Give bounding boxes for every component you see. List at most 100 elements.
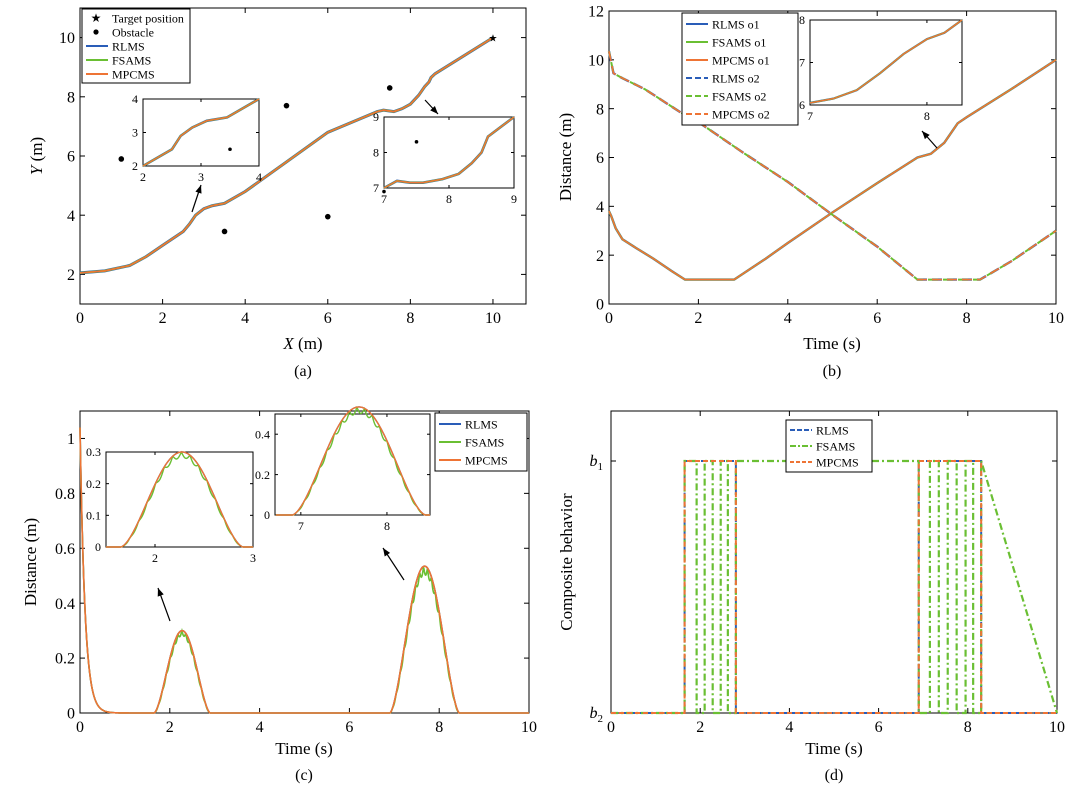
a-inset-ytick-label: 2 [132, 159, 138, 173]
b-series-mpcms-o2 [608, 51, 1057, 281]
a-legend-label: Target position [112, 11, 184, 25]
a-inset-xtick-label: 3 [198, 170, 204, 184]
c-inset-ytick-label: 0 [264, 508, 270, 522]
b-xtick-label: 8 [963, 310, 971, 327]
ylabel-b: Distance (m) [556, 113, 575, 201]
a-inset-obstacle-point [228, 147, 232, 152]
c-inset-series-mpcms [275, 406, 430, 516]
d-ytick-label: b1 [590, 453, 604, 473]
caption-d: (d) [825, 767, 844, 784]
c-legend-label: RLMS [465, 417, 498, 431]
c-inset-xtick-label: 8 [384, 519, 390, 533]
b-inset-ytick-label: 8 [799, 13, 805, 27]
a-obstacle-point [386, 85, 393, 91]
c-ytick-label: 0.2 [55, 651, 75, 668]
a-xtick-label: 4 [241, 310, 249, 327]
c-inset-xtick-label: 3 [250, 551, 256, 565]
c-xtick-label: 10 [521, 719, 537, 736]
c-inset-xtick-label: 2 [152, 551, 158, 565]
b-arrow-head [922, 131, 930, 140]
xlabel-a: X (m) [282, 334, 322, 353]
a-arrow-2-head [430, 105, 438, 114]
ylabel-a: Y (m) [27, 137, 46, 175]
a-series-mpcms [79, 36, 494, 274]
b-inset-xtick-label: 7 [807, 109, 813, 123]
b-xtick-label: 0 [605, 310, 613, 327]
b-ytick-label: 10 [588, 52, 604, 69]
c-inset-ytick-label: 0.3 [86, 445, 101, 459]
c-inset-series-mpcms [106, 451, 253, 548]
c-ytick-label: 0 [67, 706, 75, 723]
c-inset-frame [274, 413, 431, 516]
caption-b: (b) [823, 363, 842, 380]
b-legend-label: MPCMS o2 [712, 107, 770, 121]
a-xtick-label: 0 [76, 310, 84, 327]
chart-b: Time (s) Distance (m) (b) 0 2 4 6 8 10 0 2 4 6 8 10… [556, 4, 1064, 380]
c-xtick-label: 4 [256, 719, 264, 736]
b-legend-label: RLMS o1 [712, 17, 760, 31]
b-inset-xtick-label: 8 [924, 109, 930, 123]
c-inset-xtick-label: 7 [298, 519, 304, 533]
a-inset-series-mpcms [383, 116, 515, 189]
a-legend-label: Obstacle [112, 25, 154, 39]
b-legend-label: RLMS o2 [712, 71, 760, 85]
a-inset-xtick-label: 8 [446, 192, 452, 206]
a-xtick-label: 8 [406, 310, 414, 327]
c-inset-ytick-label: 0.2 [86, 477, 101, 491]
a-ytick-label: 8 [67, 89, 75, 106]
a-obstacle-point [221, 228, 228, 235]
a-inset-ytick-label: 8 [373, 146, 379, 160]
d-xtick-label: 0 [607, 719, 615, 736]
a-inset-xtick-label: 9 [511, 192, 517, 206]
a-legend-dot-icon [93, 29, 99, 35]
chart-c: Time (s) Distance (m) (c) 0 2 4 6 8 1000.20.4… [21, 405, 537, 784]
c-ytick-label: 0.4 [55, 596, 75, 613]
c-xtick-label: 0 [76, 719, 84, 736]
d-legend-box [785, 419, 873, 473]
d-xtick-label: 2 [696, 719, 704, 736]
a-xtick-label: 10 [485, 310, 501, 327]
a-xtick-label: 6 [324, 310, 332, 327]
c-ytick-label: 0.8 [55, 486, 75, 503]
a-obstacle-point [283, 102, 290, 109]
a-inset-ytick-label: 7 [373, 181, 379, 195]
c-xtick-label: 8 [435, 719, 443, 736]
c-xtick-label: 6 [345, 719, 353, 736]
a-ytick-label: 4 [67, 208, 75, 225]
a-inset-xtick-label: 4 [256, 170, 262, 184]
d-legend-label: RLMS [816, 423, 849, 437]
b-inset-series-mpcms [809, 19, 963, 104]
c-inset-ytick-label: 0.2 [255, 468, 270, 482]
c-arrow-1-head [157, 588, 164, 597]
a-inset-obstacle-point [382, 189, 386, 194]
b-xtick-label: 4 [784, 310, 792, 327]
b-ytick-label: 4 [596, 199, 604, 216]
a-legend-label: FSAMS [112, 53, 151, 67]
a-target-star-icon: ★ [488, 34, 497, 45]
b-ytick-label: 2 [596, 248, 604, 265]
a-inset-ytick-label: 9 [373, 110, 379, 124]
b-ytick-label: 0 [596, 297, 604, 314]
c-inset-ytick-label: 0.1 [86, 509, 101, 523]
b-xtick-label: 10 [1048, 310, 1064, 327]
a-inset-ytick-label: 4 [132, 92, 138, 106]
c-xtick-label: 2 [166, 719, 174, 736]
c-inset-ytick-label: 0.4 [255, 427, 270, 441]
c-legend-label: FSAMS [465, 435, 504, 449]
d-xtick-label: 10 [1049, 719, 1065, 736]
d-xtick-label: 6 [875, 719, 883, 736]
a-inset-ytick-label: 3 [132, 126, 138, 140]
a-legend-label: MPCMS [112, 67, 155, 81]
a-ytick-label: 10 [59, 30, 75, 47]
a-xtick-label: 2 [159, 310, 167, 327]
c-arrow-2-head [383, 548, 391, 557]
ylabel-d: Composite behavior [557, 493, 576, 631]
b-legend-label: MPCMS o1 [712, 53, 770, 67]
b-ytick-label: 12 [588, 4, 604, 21]
caption-a: (a) [294, 363, 312, 380]
b-ytick-label: 8 [596, 101, 604, 118]
c-inset-ytick-label: 0 [95, 540, 101, 554]
b-legend-label: FSAMS o1 [712, 35, 766, 49]
xlabel-b: Time (s) [803, 334, 860, 353]
